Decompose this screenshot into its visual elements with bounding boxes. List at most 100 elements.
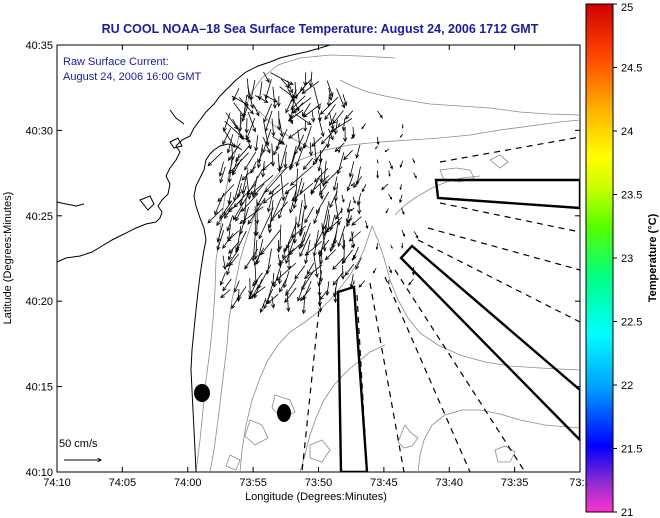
current-vector — [272, 86, 277, 109]
current-vector — [279, 128, 288, 145]
current-vector — [226, 134, 234, 154]
current-vector — [346, 174, 354, 192]
current-vector — [235, 144, 251, 162]
current-vector — [301, 297, 306, 315]
current-vector — [350, 244, 355, 248]
current-vector — [289, 152, 296, 169]
current-vector — [361, 123, 366, 130]
current-vector — [399, 184, 402, 191]
current-vector — [290, 87, 305, 102]
colorbar — [585, 3, 614, 513]
current-vector — [343, 127, 348, 143]
current-vector — [216, 229, 225, 251]
y-tick-label: 40:15 — [25, 382, 53, 394]
x-tick-label: 74:10 — [43, 477, 71, 489]
current-vector — [259, 297, 267, 314]
current-vector — [233, 183, 257, 208]
current-vector — [254, 135, 259, 152]
current-vector — [278, 119, 284, 138]
current-vector — [332, 256, 345, 271]
current-vector — [313, 168, 329, 183]
current-vector — [353, 175, 363, 189]
current-vector — [279, 144, 288, 171]
current-annotation-line1: Raw Surface Current: — [63, 56, 169, 68]
current-vector — [291, 182, 314, 202]
current-vector — [329, 112, 335, 130]
survey-boxes — [336, 178, 580, 472]
colorbar-tick-label: 24 — [621, 126, 633, 138]
current-vector — [313, 208, 321, 225]
current-vector — [246, 174, 252, 200]
current-vector — [361, 184, 367, 193]
current-vector — [216, 214, 225, 226]
current-vector — [231, 296, 239, 310]
y-tick-label: 40:30 — [25, 125, 53, 137]
current-vector — [295, 142, 306, 167]
current-vector — [244, 248, 259, 270]
current-vector — [256, 190, 266, 207]
current-vector — [245, 134, 252, 150]
current-vector — [244, 118, 249, 134]
current-vector — [262, 182, 289, 204]
current-vector — [319, 96, 339, 115]
current-vector — [232, 118, 244, 141]
current-vector — [275, 262, 297, 281]
current-vector — [271, 295, 276, 309]
current-vector — [317, 239, 330, 255]
current-vector — [227, 159, 232, 184]
current-vector — [219, 272, 226, 286]
current-vector — [318, 117, 325, 138]
current-vector — [226, 215, 234, 232]
current-vector — [341, 249, 353, 265]
current-vector — [413, 172, 417, 179]
current-vector — [302, 157, 314, 171]
colorbar-tick-label: 24.5 — [621, 63, 642, 75]
current-vector — [388, 160, 393, 170]
current-vector — [312, 143, 328, 166]
current-vector — [239, 206, 264, 225]
current-vector — [348, 231, 361, 242]
current-vector — [284, 184, 297, 195]
current-vector — [277, 254, 282, 268]
current-vector — [303, 120, 308, 132]
x-tick-label: 73:55 — [239, 477, 267, 489]
current-vector — [219, 200, 233, 220]
current-vector — [227, 143, 241, 162]
current-vector — [384, 148, 390, 153]
current-vector — [207, 151, 223, 167]
current-vector — [248, 278, 253, 296]
current-vector — [329, 112, 337, 127]
current-vector — [288, 239, 306, 256]
current-vector — [317, 270, 323, 287]
current-vector — [328, 87, 333, 102]
current-vector — [388, 170, 391, 177]
current-vector — [401, 124, 404, 129]
current-vector — [344, 110, 354, 120]
current-vector — [300, 222, 311, 248]
current-vector — [288, 145, 297, 171]
current-vector — [355, 144, 361, 159]
y-tick-label: 40:10 — [25, 467, 53, 479]
current-vector — [222, 128, 236, 149]
current-vector — [351, 133, 354, 140]
current-vector — [249, 174, 274, 195]
current-vector — [257, 81, 263, 101]
current-vector — [399, 133, 404, 138]
current-vector — [355, 257, 362, 270]
current-vector — [357, 200, 362, 215]
current-vector — [352, 196, 356, 204]
current-vector — [255, 95, 269, 103]
current-vector — [287, 109, 304, 122]
current-vector — [253, 183, 265, 196]
current-vector — [319, 289, 329, 301]
current-vector — [280, 78, 290, 89]
current-vector — [218, 161, 224, 178]
current-vector — [284, 287, 297, 304]
current-vector — [356, 193, 362, 206]
current-vector — [304, 240, 311, 265]
current-vector — [340, 207, 343, 214]
current-vector — [276, 95, 281, 108]
current-vector — [332, 271, 344, 286]
current-vector — [279, 248, 295, 265]
